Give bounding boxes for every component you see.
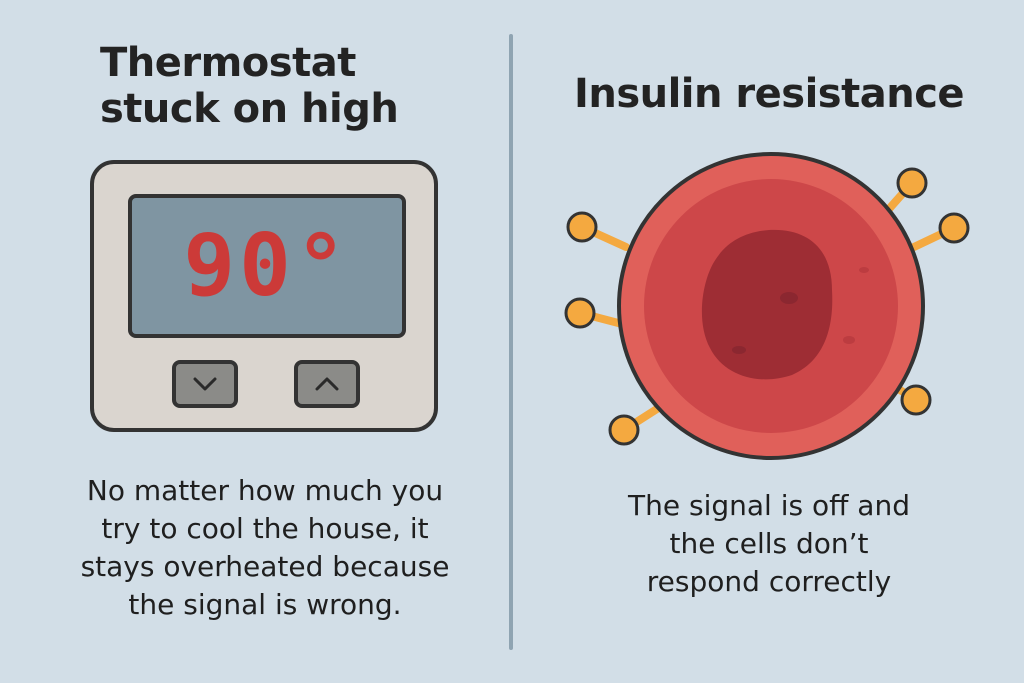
thermostat-caption-line2: try to cool the house, it	[101, 512, 429, 545]
insulin-panel: Insulin resistance	[514, 0, 1024, 683]
insulin-title: Insulin resistance	[573, 71, 965, 117]
cell-illustration	[564, 152, 970, 460]
thermostat-caption: No matter how much you try to cool the h…	[40, 472, 490, 624]
cell-icon	[617, 152, 925, 460]
thermostat-caption-line1: No matter how much you	[86, 474, 444, 507]
temperature-down-button[interactable]	[172, 360, 238, 408]
thermostat-title: Thermostat stuck on high	[100, 40, 440, 132]
temperature-readout: 90°	[183, 216, 351, 316]
thermostat-caption-line4: the signal is wrong.	[128, 588, 402, 621]
receptor-icon	[608, 403, 664, 446]
thermostat-display: 90°	[128, 194, 406, 338]
insulin-receptors	[564, 167, 970, 446]
temperature-up-button[interactable]	[294, 360, 360, 408]
thermostat-panel: Thermostat stuck on high 90° No matter h…	[0, 0, 510, 683]
nucleus-icon	[701, 229, 833, 380]
insulin-caption-line2: the cells don’t	[669, 527, 869, 560]
receptor-icon	[564, 297, 630, 329]
insulin-caption-line3: respond correctly	[646, 565, 892, 598]
thermostat-title-line1: Thermostat	[100, 40, 356, 86]
thermostat-device: 90°	[90, 160, 438, 432]
receptor-icon	[566, 211, 630, 251]
chevron-up-icon	[315, 377, 339, 391]
thermostat-title-line2: stuck on high	[100, 86, 399, 132]
insulin-caption-line1: The signal is off and	[628, 489, 910, 522]
insulin-caption: The signal is off and the cells don’t re…	[554, 487, 984, 601]
receptor-icon	[910, 212, 970, 251]
panel-divider	[509, 34, 513, 650]
chevron-down-icon	[193, 377, 217, 391]
thermostat-caption-line3: stays overheated because	[80, 550, 450, 583]
